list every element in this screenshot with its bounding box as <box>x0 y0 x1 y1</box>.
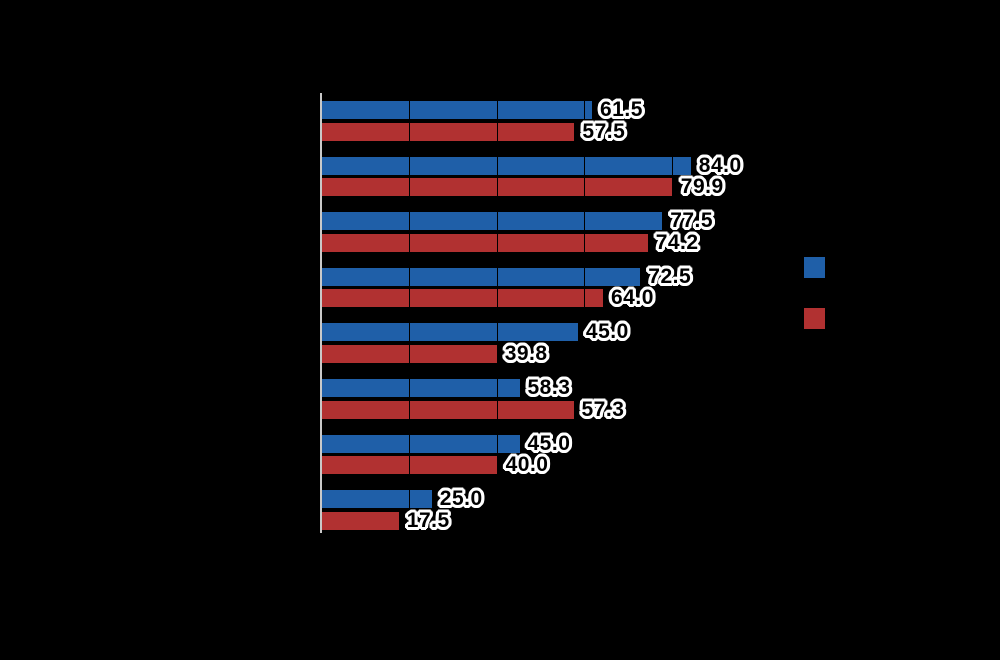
value-label: 72.5 <box>648 264 692 288</box>
bar-red-group-7 <box>322 456 498 475</box>
y-axis-spine <box>320 93 322 533</box>
bar-blue-group-7 <box>322 434 520 453</box>
gridline-20 <box>408 94 410 532</box>
value-label: 79.9 <box>680 175 724 199</box>
value-label: 58.3 <box>527 376 571 399</box>
bar-red-group-6 <box>322 400 574 419</box>
bar-blue-group-4 <box>322 267 641 286</box>
gridline-80 <box>672 94 674 532</box>
value-label: 17.5 <box>406 508 450 532</box>
bar-blue-group-5 <box>322 323 578 342</box>
bar-blue-group-2 <box>322 156 691 175</box>
bar-red-group-8 <box>322 511 399 530</box>
value-label: 64.0 <box>611 286 654 310</box>
bar-red-group-3 <box>322 233 648 252</box>
gridline-40 <box>496 94 498 532</box>
value-label: 40.0 <box>505 453 549 477</box>
value-label: 74.2 <box>655 230 699 254</box>
gridline-60 <box>584 94 586 532</box>
value-label: 39.8 <box>504 341 548 365</box>
value-label: 57.5 <box>582 119 626 143</box>
legend-swatch-red <box>804 308 825 329</box>
bar-blue-group-3 <box>322 212 663 231</box>
bar-red-group-4 <box>322 289 603 308</box>
bar-red-group-1 <box>322 122 575 141</box>
bar-blue-group-6 <box>322 379 520 397</box>
bar-blue-group-1 <box>322 101 592 119</box>
bar-blue-group-8 <box>322 490 432 509</box>
value-label: 77.5 <box>670 209 714 233</box>
value-label: 25.0 <box>439 487 483 511</box>
value-label: 84.0 <box>698 153 742 177</box>
value-label: 61.5 <box>600 98 643 121</box>
value-label: 57.3 <box>581 397 625 421</box>
legend-swatch-blue <box>804 257 825 278</box>
value-label: 45.0 <box>527 431 571 455</box>
value-label: 45.0 <box>585 320 629 344</box>
